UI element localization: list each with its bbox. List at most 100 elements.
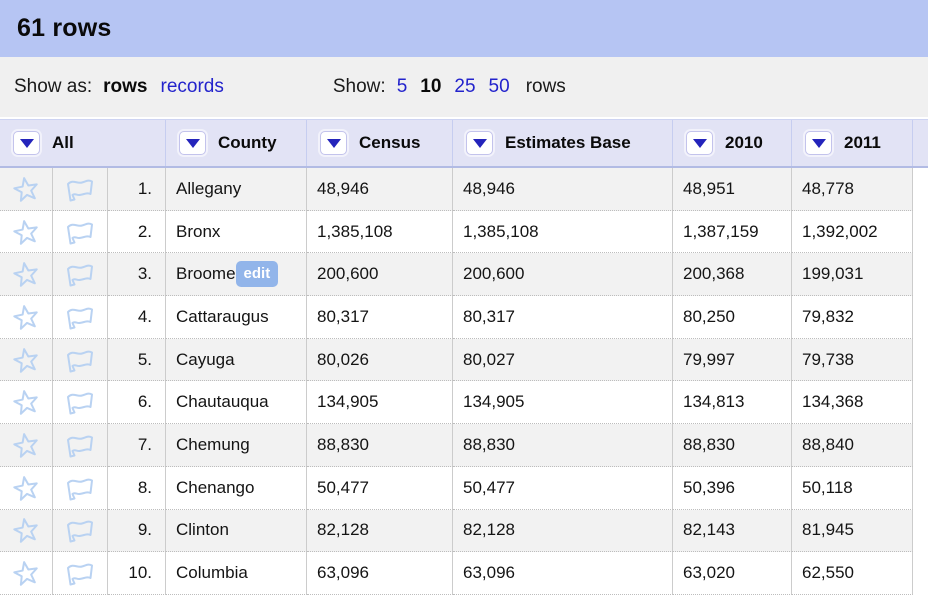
value-2010-cell[interactable]: 80,250 <box>673 296 792 339</box>
column-header-all[interactable]: All <box>0 120 166 166</box>
flag-cell[interactable] <box>53 338 108 382</box>
value-2011-cell[interactable]: 1,392,002 <box>792 210 913 254</box>
flag-icon[interactable] <box>64 515 96 545</box>
star-cell[interactable] <box>0 253 53 297</box>
census-cell[interactable]: 63,096 <box>307 552 453 595</box>
show-as-rows-option[interactable]: rows <box>103 76 148 97</box>
value-2010-cell[interactable]: 79,997 <box>673 338 792 382</box>
estimates-base-cell[interactable]: 63,096 <box>453 552 673 595</box>
flag-cell[interactable] <box>53 296 108 339</box>
column-header-census[interactable]: Census <box>307 120 453 166</box>
value-2011-cell[interactable]: 62,550 <box>792 552 913 595</box>
star-icon[interactable] <box>9 171 44 206</box>
value-2010-cell[interactable]: 63,020 <box>673 552 792 595</box>
census-cell[interactable]: 88,830 <box>307 424 453 467</box>
flag-cell[interactable] <box>53 210 108 254</box>
value-2010-cell[interactable]: 48,951 <box>673 168 792 211</box>
census-cell[interactable]: 80,026 <box>307 338 453 382</box>
star-cell[interactable] <box>0 424 53 467</box>
county-cell[interactable]: Chenango <box>166 466 307 510</box>
value-2010-cell[interactable]: 200,368 <box>673 253 792 297</box>
flag-cell[interactable] <box>53 466 108 510</box>
estimates-base-cell[interactable]: 82,128 <box>453 509 673 553</box>
star-icon[interactable] <box>9 257 44 292</box>
flag-cell[interactable] <box>53 168 108 211</box>
estimates-base-cell[interactable]: 80,027 <box>453 338 673 382</box>
star-cell[interactable] <box>0 509 53 553</box>
value-2011-cell[interactable]: 50,118 <box>792 466 913 510</box>
flag-icon[interactable] <box>64 430 96 460</box>
census-cell[interactable]: 82,128 <box>307 509 453 553</box>
county-cell[interactable]: Columbia <box>166 552 307 595</box>
value-2011-cell[interactable]: 134,368 <box>792 381 913 425</box>
county-cell[interactable]: Cayuga <box>166 338 307 382</box>
star-cell[interactable] <box>0 296 53 339</box>
flag-cell[interactable] <box>53 424 108 467</box>
value-2011-cell[interactable]: 81,945 <box>792 509 913 553</box>
star-icon[interactable] <box>9 513 44 548</box>
census-cell[interactable]: 48,946 <box>307 168 453 211</box>
estimates-base-cell[interactable]: 80,317 <box>453 296 673 339</box>
value-2011-cell[interactable]: 79,832 <box>792 296 913 339</box>
flag-icon[interactable] <box>64 558 96 588</box>
value-2011-cell[interactable]: 79,738 <box>792 338 913 382</box>
flag-icon[interactable] <box>64 302 96 332</box>
census-cell[interactable]: 134,905 <box>307 381 453 425</box>
star-icon[interactable] <box>9 428 44 463</box>
column-header-estimates-base[interactable]: Estimates Base <box>453 120 673 166</box>
estimates-base-cell[interactable]: 1,385,108 <box>453 210 673 254</box>
estimates-base-cell[interactable]: 48,946 <box>453 168 673 211</box>
page-size-25[interactable]: 25 <box>454 76 476 97</box>
value-2011-cell[interactable]: 48,778 <box>792 168 913 211</box>
flag-icon[interactable] <box>64 174 96 204</box>
flag-icon[interactable] <box>64 473 96 503</box>
chevron-down-icon[interactable] <box>686 131 713 155</box>
star-cell[interactable] <box>0 552 53 595</box>
column-header-2011[interactable]: 2011 <box>792 120 913 166</box>
star-cell[interactable] <box>0 381 53 425</box>
flag-icon[interactable] <box>64 217 96 247</box>
page-size-5[interactable]: 5 <box>396 76 408 97</box>
county-cell[interactable]: Clinton <box>166 509 307 553</box>
chevron-down-icon[interactable] <box>466 131 493 155</box>
value-2011-cell[interactable]: 199,031 <box>792 253 913 297</box>
value-2011-cell[interactable]: 88,840 <box>792 424 913 467</box>
flag-icon[interactable] <box>64 259 96 289</box>
census-cell[interactable]: 1,385,108 <box>307 210 453 254</box>
flag-cell[interactable] <box>53 381 108 425</box>
estimates-base-cell[interactable]: 134,905 <box>453 381 673 425</box>
county-cell[interactable]: Broome edit <box>166 253 307 297</box>
flag-cell[interactable] <box>53 552 108 595</box>
star-icon[interactable] <box>9 300 44 335</box>
star-cell[interactable] <box>0 168 53 211</box>
star-cell[interactable] <box>0 210 53 254</box>
chevron-down-icon[interactable] <box>805 131 832 155</box>
edit-badge[interactable]: edit <box>235 261 279 288</box>
county-cell[interactable]: Chautauqua <box>166 381 307 425</box>
column-header-2010[interactable]: 2010 <box>673 120 792 166</box>
show-as-records-option[interactable]: records <box>160 76 224 97</box>
county-cell[interactable]: Cattaraugus <box>166 296 307 339</box>
star-icon[interactable] <box>9 214 44 249</box>
flag-icon[interactable] <box>64 345 96 375</box>
star-cell[interactable] <box>0 466 53 510</box>
census-cell[interactable]: 80,317 <box>307 296 453 339</box>
star-icon[interactable] <box>9 385 44 420</box>
county-cell[interactable]: Chemung <box>166 424 307 467</box>
value-2010-cell[interactable]: 50,396 <box>673 466 792 510</box>
page-size-50[interactable]: 50 <box>488 76 510 97</box>
estimates-base-cell[interactable]: 50,477 <box>453 466 673 510</box>
star-icon[interactable] <box>9 342 44 377</box>
value-2010-cell[interactable]: 88,830 <box>673 424 792 467</box>
county-cell[interactable]: Allegany <box>166 168 307 211</box>
flag-icon[interactable] <box>64 387 96 417</box>
flag-cell[interactable] <box>53 509 108 553</box>
estimates-base-cell[interactable]: 200,600 <box>453 253 673 297</box>
chevron-down-icon[interactable] <box>320 131 347 155</box>
flag-cell[interactable] <box>53 253 108 297</box>
county-cell[interactable]: Bronx <box>166 210 307 254</box>
chevron-down-icon[interactable] <box>13 131 40 155</box>
census-cell[interactable]: 50,477 <box>307 466 453 510</box>
census-cell[interactable]: 200,600 <box>307 253 453 297</box>
column-header-county[interactable]: County <box>166 120 307 166</box>
